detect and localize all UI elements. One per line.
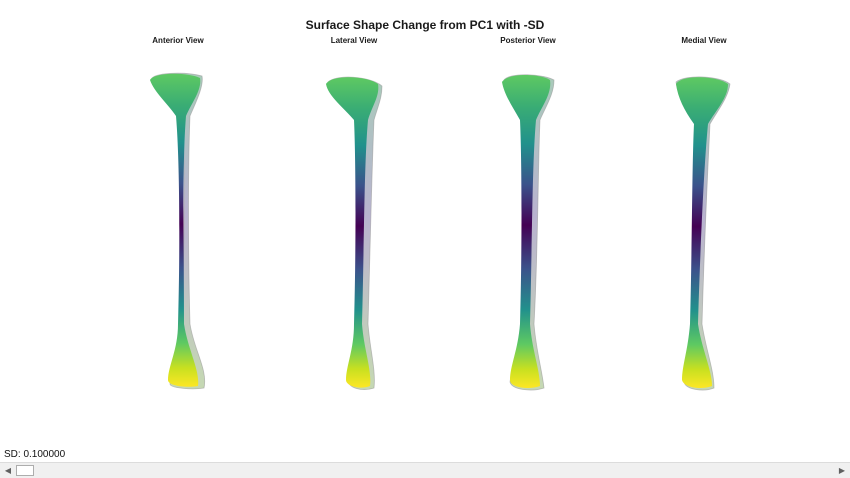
sd-value-readout: SD: 0.100000 — [4, 449, 66, 460]
posterior-view-title: Posterior View — [500, 36, 556, 45]
scroll-left-arrow-icon[interactable]: ◀ — [4, 466, 12, 475]
posterior-bone-surface — [502, 74, 555, 391]
lateral-view-title: Lateral View — [330, 36, 378, 45]
medial-view-title: Medial View — [681, 36, 727, 45]
anterior-view-title: Anterior View — [152, 36, 204, 45]
medial-view-panel[interactable]: Medial View — [624, 34, 784, 414]
medial-bone-surface — [675, 76, 731, 391]
figure-title: Surface Shape Change from PC1 with -SD — [305, 18, 545, 32]
scroll-right-arrow-icon[interactable]: ▶ — [838, 466, 846, 475]
sd-slider-scrollbar[interactable]: ◀ ▶ — [0, 462, 850, 478]
lateral-view-panel[interactable]: Lateral View — [274, 34, 434, 414]
scroll-thumb[interactable] — [16, 465, 34, 476]
lateral-bone-surface — [326, 76, 383, 390]
posterior-view-panel[interactable]: Posterior View — [448, 34, 608, 414]
anterior-bone-surface — [150, 72, 206, 390]
anterior-view-panel[interactable]: Anterior View — [98, 34, 258, 414]
